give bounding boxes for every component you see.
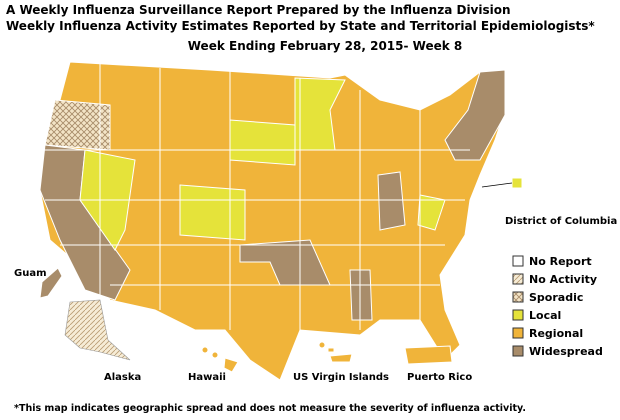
place-label: Puerto Rico (407, 372, 472, 383)
week-label: Week Ending February 28, 2015- Week 8 (188, 39, 463, 53)
legend-label: Widespread (529, 345, 603, 358)
place-label: US Virgin Islands (293, 372, 389, 383)
us-map (39, 60, 523, 381)
legend-label: No Activity (529, 273, 597, 286)
legend-swatch (512, 255, 524, 267)
footnote: *This map indicates geographic spread an… (14, 403, 526, 414)
place-label: Guam (14, 268, 47, 279)
legend-label: Sporadic (529, 291, 583, 304)
place-label: District of Columbia (505, 216, 617, 227)
legend-swatch (512, 273, 524, 285)
legend-swatch (512, 345, 524, 357)
legend-swatch (512, 309, 524, 321)
legend-label: Local (529, 309, 561, 322)
place-label: Alaska (104, 372, 141, 383)
legend-label: Regional (529, 327, 583, 340)
legend-swatch (512, 327, 524, 339)
legend-label: No Report (529, 255, 592, 268)
subtitle: Weekly Influenza Activity Estimates Repo… (6, 19, 595, 33)
place-label: Hawaii (188, 372, 226, 383)
title: A Weekly Influenza Surveillance Report P… (6, 3, 511, 17)
legend-swatch (512, 291, 524, 303)
legend: No Report No Activity Sporadic Local Reg… (512, 255, 603, 358)
